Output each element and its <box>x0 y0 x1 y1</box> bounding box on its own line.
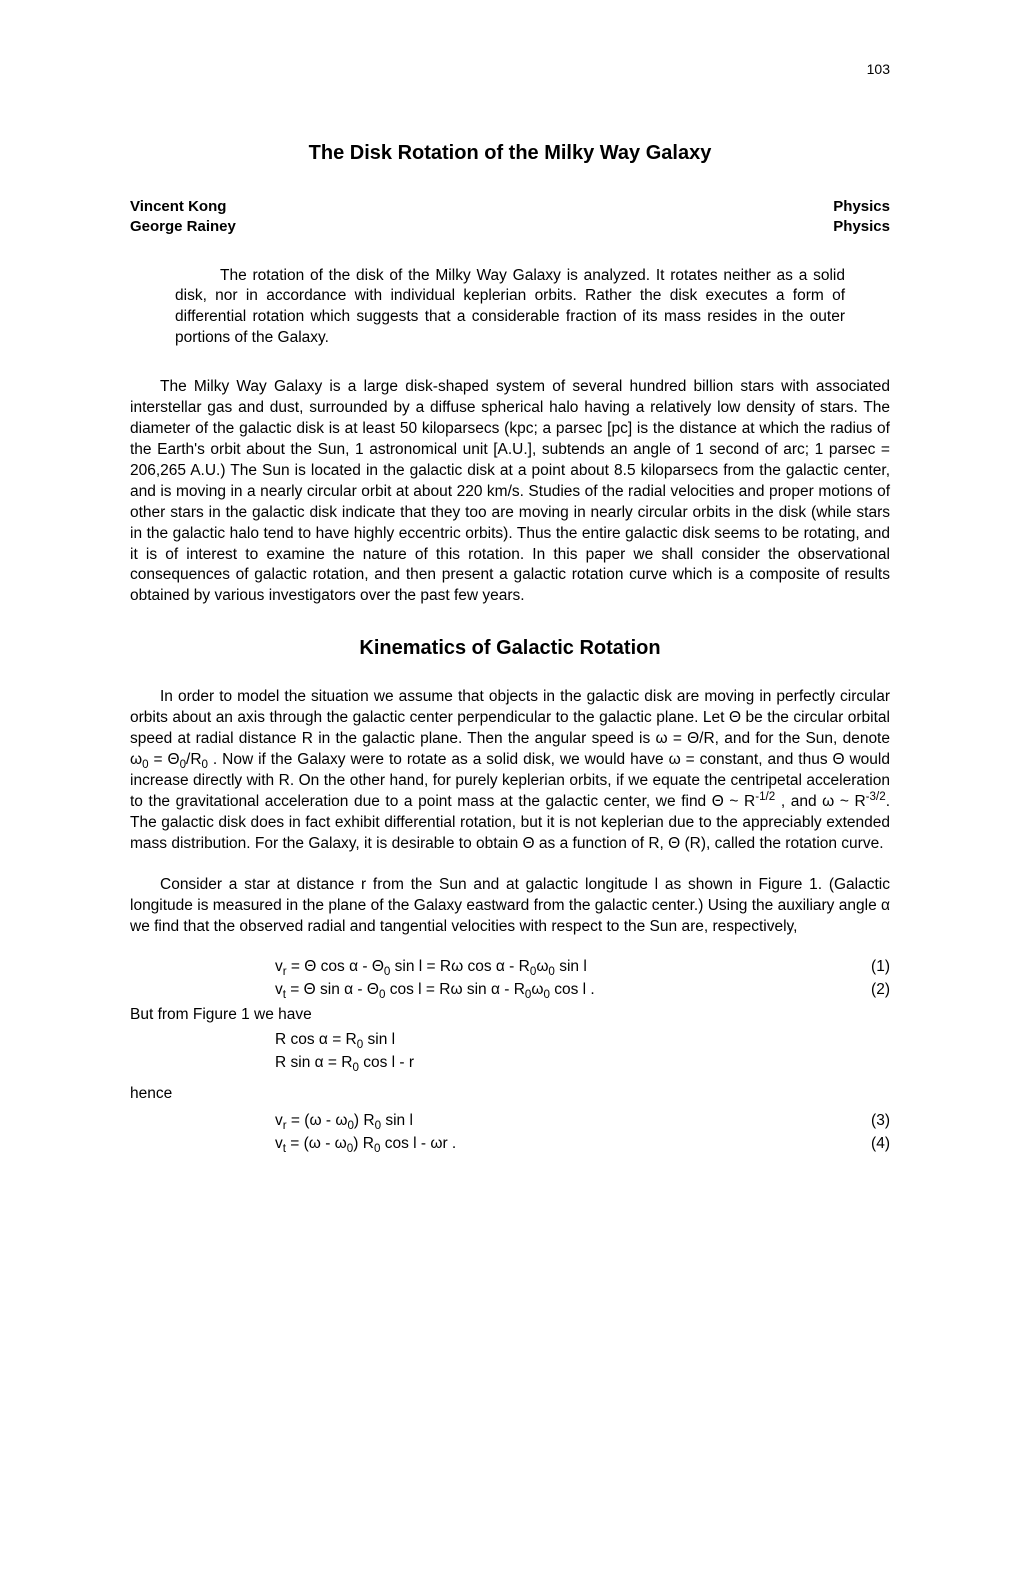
eq-text: = (ω - ω <box>287 1112 348 1129</box>
eq-text: ) R <box>354 1112 375 1129</box>
author-dept: Physics <box>833 197 890 217</box>
author-depts: Physics Physics <box>833 197 890 238</box>
eq-text: = Θ cos α - Θ <box>287 958 384 975</box>
equation-number: (1) <box>861 957 890 978</box>
text-line: hence <box>130 1084 890 1105</box>
eq-text: sin l = Rω cos α - R <box>390 958 530 975</box>
page-number: 103 <box>867 60 890 79</box>
author-name: Vincent Kong <box>130 197 236 217</box>
eq-text: cos l - r <box>359 1054 414 1071</box>
eq-text: ω <box>531 981 543 998</box>
equation-number: (3) <box>861 1111 890 1132</box>
equation-number: (2) <box>861 980 890 1001</box>
eq-text: R cos α = R <box>275 1031 357 1048</box>
eq-text: = (ω - ω <box>286 1135 347 1152</box>
eq-text: ω <box>536 958 548 975</box>
eq-text: v <box>275 1112 283 1129</box>
eq-text: sin l <box>363 1031 395 1048</box>
author-names: Vincent Kong George Rainey <box>130 197 236 238</box>
superscript: -3/2 <box>866 790 886 803</box>
eq-text: v <box>275 958 283 975</box>
superscript: -1/2 <box>755 790 775 803</box>
intro-paragraph: The Milky Way Galaxy is a large disk-sha… <box>130 377 890 607</box>
text-line: But from Figure 1 we have <box>130 1005 890 1026</box>
abstract: The rotation of the disk of the Milky Wa… <box>175 266 845 350</box>
eq-text: v <box>275 981 283 998</box>
eq-text: v <box>275 1135 283 1152</box>
equation-aux-2: R sin α = R0 cos l - r <box>130 1053 890 1074</box>
eq-text: ) R <box>353 1135 374 1152</box>
text: = Θ <box>149 751 180 768</box>
author-dept: Physics <box>833 217 890 237</box>
eq-text: cos l = Rω sin α - R <box>385 981 525 998</box>
kinematics-paragraph-1: In order to model the situation we assum… <box>130 687 890 854</box>
author-name: George Rainey <box>130 217 236 237</box>
equation-aux-1: R cos α = R0 sin l <box>130 1030 890 1051</box>
paper-title: The Disk Rotation of the Milky Way Galax… <box>130 140 890 167</box>
equation-4: vt = (ω - ω0) R0 cos l - ωr . (4) <box>130 1134 890 1155</box>
eq-text: sin l <box>555 958 587 975</box>
page: 103 The Disk Rotation of the Milky Way G… <box>0 0 1020 1569</box>
equation-1: vr = Θ cos α - Θ0 sin l = Rω cos α - R0ω… <box>130 957 890 978</box>
equation-number: (4) <box>861 1134 890 1155</box>
text: , and ω ~ R <box>775 793 865 810</box>
eq-text: R sin α = R <box>275 1054 352 1071</box>
eq-text: cos l . <box>550 981 595 998</box>
equation-2: vt = Θ sin α - Θ0 cos l = Rω sin α - R0ω… <box>130 980 890 1001</box>
equation-3: vr = (ω - ω0) R0 sin l (3) <box>130 1111 890 1132</box>
section-heading: Kinematics of Galactic Rotation <box>130 635 890 662</box>
text: /R <box>186 751 202 768</box>
kinematics-paragraph-2: Consider a star at distance r from the S… <box>130 875 890 938</box>
eq-text: sin l <box>381 1112 413 1129</box>
author-block: Vincent Kong George Rainey Physics Physi… <box>130 197 890 238</box>
eq-text: = Θ sin α - Θ <box>286 981 379 998</box>
eq-text: cos l - ωr . <box>380 1135 456 1152</box>
